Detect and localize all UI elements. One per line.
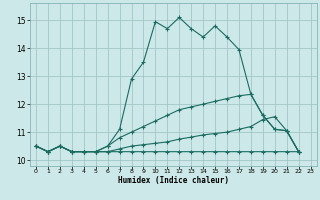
X-axis label: Humidex (Indice chaleur): Humidex (Indice chaleur)	[118, 176, 229, 185]
